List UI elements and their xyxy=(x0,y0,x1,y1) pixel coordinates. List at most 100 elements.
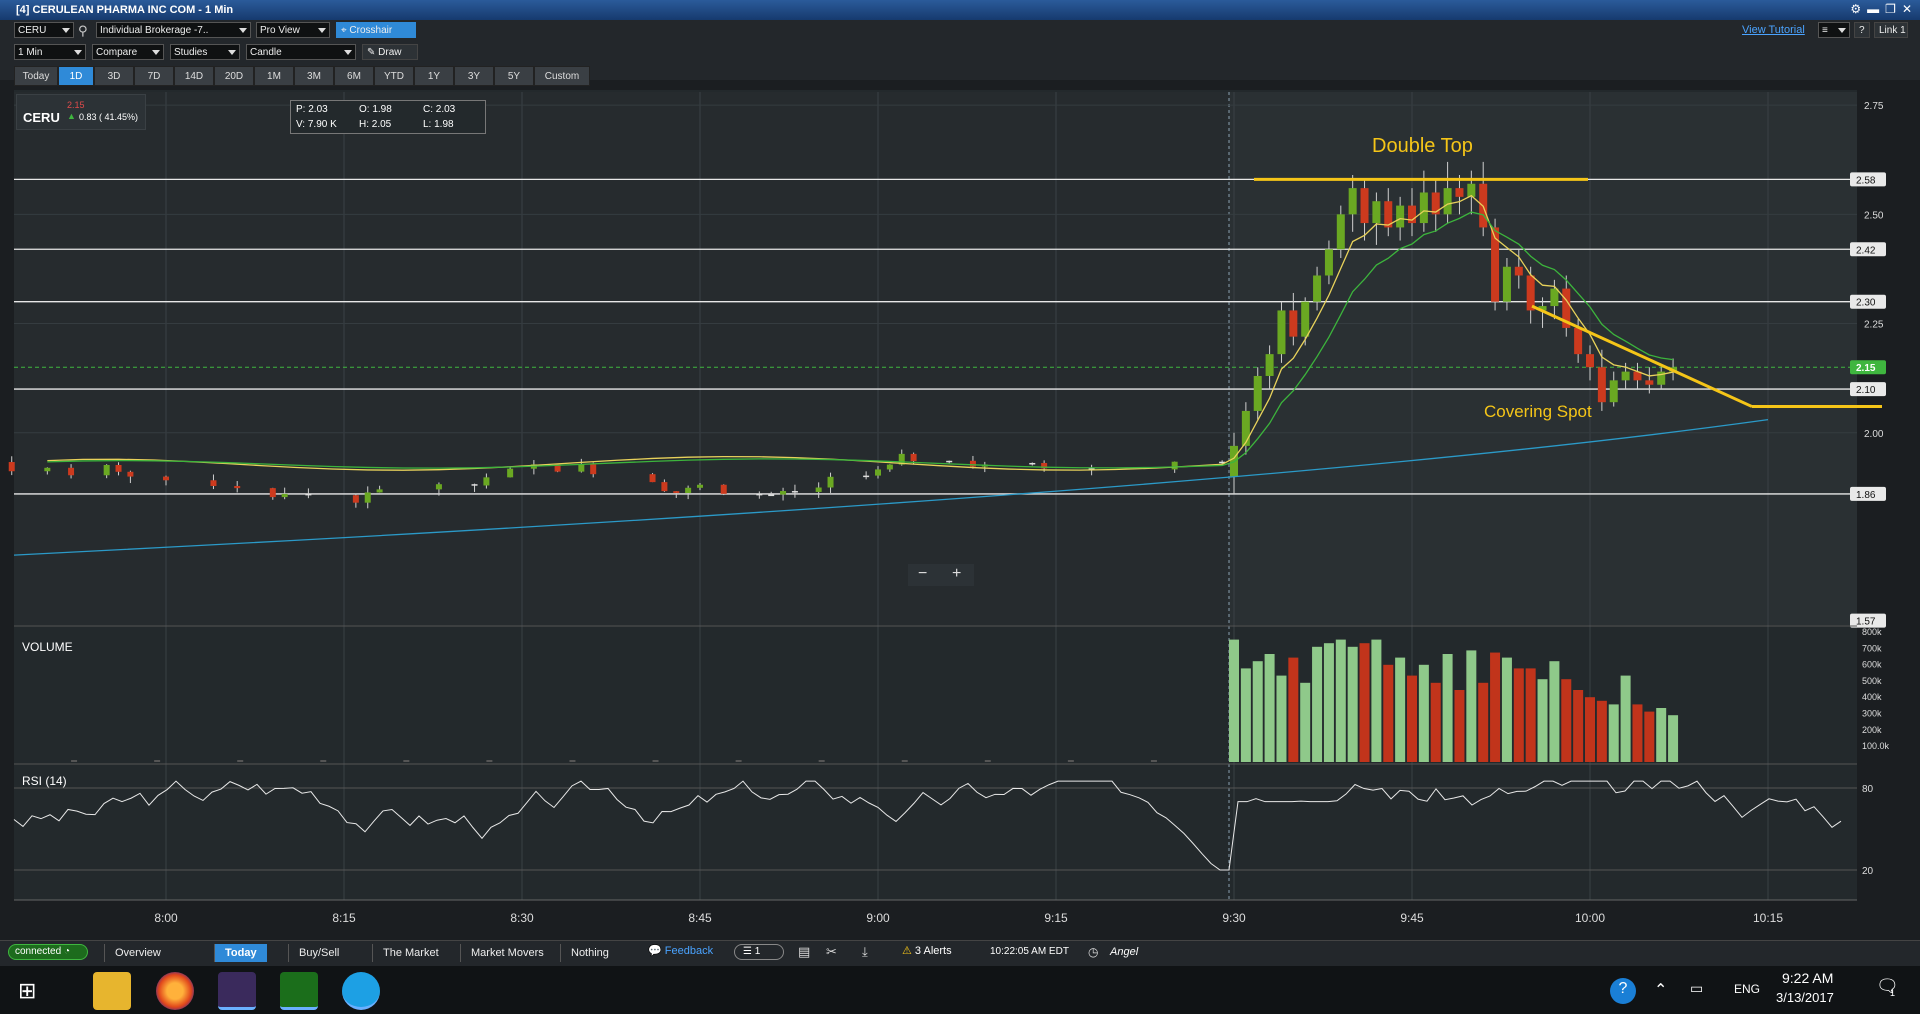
candle-body xyxy=(1550,288,1559,307)
range-button-14d[interactable]: 14D xyxy=(174,66,214,86)
time-tick-label: 9:45 xyxy=(1400,911,1424,925)
candle-body xyxy=(68,467,75,476)
list-icon: ☰ xyxy=(743,946,755,957)
trading-app-icon[interactable] xyxy=(280,972,318,1010)
app-launcher-icon[interactable] xyxy=(218,972,256,1010)
candle-body xyxy=(234,485,241,489)
notification-count: 1 xyxy=(1890,988,1896,998)
quote-symbol: CERU xyxy=(23,110,60,125)
account-select[interactable]: Individual Brokerage -7.. xyxy=(96,22,251,38)
range-button-custom[interactable]: Custom xyxy=(534,66,590,86)
time-tick-label: 8:00 xyxy=(154,911,178,925)
nav-tab-today[interactable]: Today xyxy=(214,944,267,962)
level-tag-label: 1.57 xyxy=(1856,617,1876,628)
crosshair-icon: ⌖ xyxy=(341,25,350,36)
alerts-indicator[interactable]: ⚠ 3 Alerts xyxy=(902,944,952,957)
nav-tab-buy-sell[interactable]: Buy/Sell xyxy=(288,944,349,962)
candle-body xyxy=(1348,188,1357,215)
studies-select[interactable]: Studies xyxy=(170,44,240,60)
file-explorer-icon[interactable] xyxy=(93,972,131,1010)
range-button-3d[interactable]: 3D xyxy=(94,66,134,86)
candle-body xyxy=(103,464,110,476)
draw-button[interactable]: ✎ Draw xyxy=(362,44,418,60)
battery-icon[interactable]: ▭ xyxy=(1690,980,1704,996)
candle-body xyxy=(1313,275,1322,302)
candle-body xyxy=(376,489,383,493)
feedback-link[interactable]: 💬 Feedback xyxy=(648,944,713,957)
range-button-7d[interactable]: 7D xyxy=(134,66,174,86)
range-button-5y[interactable]: 5Y xyxy=(494,66,534,86)
range-button-6m[interactable]: 6M xyxy=(334,66,374,86)
volume-bar xyxy=(1264,654,1275,762)
clock-time[interactable]: 9:22 AM xyxy=(1782,970,1834,986)
help-icon[interactable]: ? xyxy=(1610,978,1636,1004)
candle-body xyxy=(673,491,680,494)
market-session-area xyxy=(1229,92,1857,625)
range-button-1y[interactable]: 1Y xyxy=(414,66,454,86)
nav-tab-overview[interactable]: Overview xyxy=(104,944,171,962)
minimize-icon[interactable]: ▬ xyxy=(1867,2,1880,16)
firefox-icon[interactable] xyxy=(156,972,194,1010)
range-button-3m[interactable]: 3M xyxy=(294,66,334,86)
range-button-3y[interactable]: 3Y xyxy=(454,66,494,86)
price-chart[interactable]: 8:00 8:15 8:30 8:45 9:00 9:15 9:30 9:45 10:00 10:… xyxy=(0,80,1920,940)
settings-icon[interactable]: ⚙ xyxy=(1850,2,1862,16)
download-icon[interactable]: ⤓ xyxy=(862,944,868,959)
range-button-1d[interactable]: 1D xyxy=(58,66,94,86)
volume-bar xyxy=(1430,682,1441,762)
range-button-today[interactable]: Today xyxy=(14,66,58,86)
notifications-icon[interactable]: 🗨 1 xyxy=(1876,976,1899,998)
candle-body xyxy=(886,464,893,470)
quote-badge: CERU 2.15 ▲ 0.83 ( 41.45%) xyxy=(16,94,146,130)
level-tag-label: 1.86 xyxy=(1856,490,1876,501)
rsi-tick-label: 20 xyxy=(1862,866,1874,877)
crosshair-button[interactable]: ⌖ Crosshair xyxy=(336,22,416,38)
volume-tick-label: 700k xyxy=(1862,643,1882,653)
volume-bar xyxy=(901,760,908,762)
restore-icon[interactable]: ❐ xyxy=(1885,2,1896,16)
volume-bar xyxy=(1150,760,1157,762)
range-button-ytd[interactable]: YTD xyxy=(374,66,414,86)
candle-body xyxy=(578,464,585,472)
calculator-icon[interactable]: ▤ xyxy=(798,944,811,959)
price-tick-label: 2.00 xyxy=(1864,429,1884,440)
chart-type-select[interactable]: Candle xyxy=(246,44,356,60)
volume-bar xyxy=(1561,679,1572,762)
candle-body xyxy=(685,487,692,494)
skype-icon[interactable] xyxy=(342,972,380,1010)
close-icon[interactable]: ✕ xyxy=(1901,2,1912,16)
range-button-1m[interactable]: 1M xyxy=(254,66,294,86)
help-button[interactable]: ? xyxy=(1854,22,1870,38)
candle-body xyxy=(483,477,490,486)
view-select[interactable]: Pro View xyxy=(256,22,330,38)
zoom-out-button[interactable]: − xyxy=(918,565,928,582)
rsi-tick-label: 80 xyxy=(1862,784,1874,795)
nav-tab-the-market[interactable]: The Market xyxy=(372,944,449,962)
candle-body xyxy=(1574,327,1583,355)
nav-tab-nothing[interactable]: Nothing xyxy=(560,944,619,962)
downtrend-line xyxy=(1531,304,1753,408)
compare-select[interactable]: Compare xyxy=(92,44,164,60)
range-button-20d[interactable]: 20D xyxy=(214,66,254,86)
orders-counter[interactable]: ☰ 1 xyxy=(734,944,784,960)
candle-body xyxy=(1171,461,1178,470)
crosshair-label: Crosshair xyxy=(349,25,393,36)
interval-select[interactable]: 1 Min xyxy=(14,44,86,60)
windows-start-icon[interactable]: ⊞ xyxy=(18,978,37,1003)
link-button[interactable]: Link 1 xyxy=(1874,22,1908,38)
ohlc-l: L: 1.98 xyxy=(423,119,454,130)
layout-menu[interactable]: ≡ xyxy=(1818,22,1850,38)
candle-body xyxy=(1041,462,1048,469)
view-tutorial-link[interactable]: View Tutorial xyxy=(1742,24,1805,36)
zoom-in-button[interactable]: + xyxy=(952,565,962,582)
symbol-input[interactable]: CERU xyxy=(14,22,74,38)
tools-icon[interactable]: ✂ xyxy=(826,944,837,959)
search-icon[interactable]: ⚲ xyxy=(78,23,88,38)
tray-chevron-icon[interactable]: ⌃ xyxy=(1654,982,1668,999)
language-indicator[interactable]: ENG xyxy=(1734,982,1761,996)
nav-tab-market-movers[interactable]: Market Movers xyxy=(460,944,554,962)
clock-date[interactable]: 3/13/2017 xyxy=(1776,990,1834,1005)
volume-bar xyxy=(1240,668,1251,762)
ohlc-h: H: 2.05 xyxy=(359,119,392,130)
volume-bar xyxy=(1383,664,1394,762)
